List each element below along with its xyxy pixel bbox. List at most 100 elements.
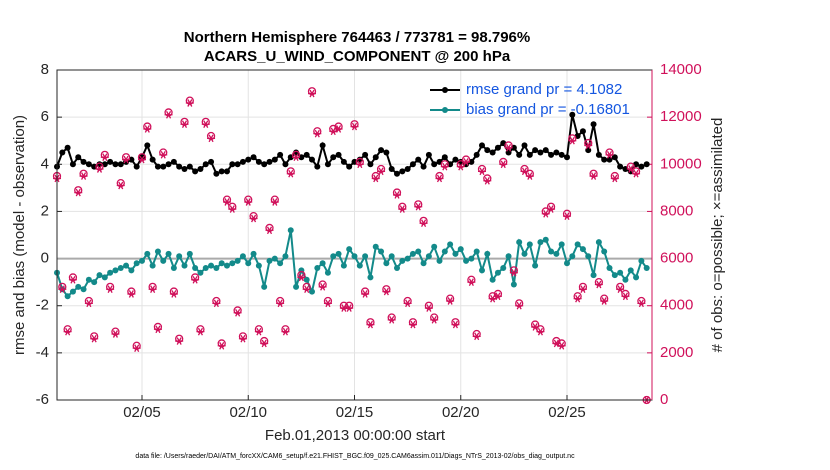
assimilated-obs-point (313, 129, 322, 138)
series-point (383, 149, 390, 156)
series-point (521, 142, 528, 149)
series-point (558, 241, 565, 248)
assimilated-obs-point (201, 120, 210, 129)
assimilated-obs-point (531, 323, 540, 331)
assimilated-obs-point (74, 188, 83, 197)
series-point (537, 149, 544, 156)
legend-marker (442, 87, 448, 93)
series-point (457, 246, 464, 253)
series-point (516, 239, 523, 246)
series-point (309, 156, 315, 163)
assimilated-obs-point (605, 151, 614, 159)
series-point (569, 253, 576, 260)
series-point (388, 253, 395, 260)
assimilated-obs-point (281, 327, 290, 336)
series-point (255, 158, 262, 165)
series-point (526, 151, 533, 158)
series-point (261, 161, 268, 168)
series-point (330, 154, 337, 161)
series-point (144, 142, 151, 149)
y-tick-label: 2 (41, 202, 49, 219)
series-point (224, 262, 230, 269)
series-point (595, 151, 602, 158)
series-point (399, 168, 406, 175)
series-point (638, 257, 645, 264)
assimilated-obs-point (345, 304, 354, 312)
assimilated-obs-point (116, 181, 125, 190)
assimilated-obs-point (111, 330, 120, 338)
series-point (309, 288, 315, 295)
series-point (255, 262, 262, 269)
series-point (473, 248, 480, 255)
x-tick-label: 02/25 (548, 404, 586, 421)
series-point (362, 253, 369, 260)
assimilated-obs-point (504, 143, 513, 152)
series-point (314, 163, 321, 170)
assimilated-obs-point (238, 334, 247, 343)
series-point (234, 257, 241, 264)
assimilated-obs-point (393, 191, 401, 199)
series-point (378, 147, 385, 154)
series-point (160, 163, 167, 170)
assimilated-obs-point (127, 290, 136, 298)
series-point (277, 260, 284, 267)
series-point (154, 163, 161, 170)
series-point (510, 281, 517, 288)
assimilated-obs-point (578, 285, 587, 294)
y-axis-label: rmse and bias (model - observation) (11, 115, 28, 355)
series-point (128, 267, 135, 274)
assimilated-obs-point (377, 167, 386, 176)
assimilated-obs-point (493, 292, 502, 301)
series-point (250, 154, 257, 161)
assimilated-obs-point (478, 167, 486, 176)
assimilated-obs-point (244, 198, 253, 206)
series-point (617, 163, 624, 170)
series-point (139, 257, 145, 264)
series-point (441, 248, 448, 255)
series-point (553, 149, 560, 156)
series-point (346, 246, 353, 253)
series-point (59, 149, 66, 156)
chart-title: Northern Hemisphere 764463 / 773781 = 98… (184, 29, 530, 46)
assimilated-obs-point (557, 341, 566, 350)
series-point (452, 156, 459, 163)
assimilated-obs-point (292, 153, 301, 162)
series-point (494, 269, 501, 276)
assimilated-obs-point (233, 308, 242, 317)
series-point (558, 151, 565, 158)
assimilated-obs-point (520, 167, 529, 176)
assimilated-obs-point (515, 301, 524, 310)
assimilated-obs-point (276, 299, 285, 308)
series-point (202, 161, 209, 168)
series-point (627, 267, 634, 274)
assimilated-obs-point (371, 174, 380, 183)
series-point (133, 163, 140, 170)
assimilated-obs-point (223, 198, 231, 206)
series-point (293, 283, 300, 290)
series-point (69, 288, 76, 295)
y2-axis-label: # of obs: o=possible; ×=assimilated (709, 118, 726, 353)
y2-tick-label: 2000 (660, 344, 693, 361)
series-point (542, 236, 549, 243)
assimilated-obs-point (100, 153, 109, 162)
series-point (409, 250, 416, 257)
legend-marker (442, 107, 448, 113)
assimilated-obs-point (584, 141, 593, 150)
series-point (266, 257, 273, 264)
x-tick-label: 02/10 (229, 404, 267, 421)
assimilated-obs-point (318, 283, 327, 291)
y2-tick-label: 6000 (660, 250, 693, 267)
series-point (340, 262, 347, 269)
assimilated-obs-point (472, 332, 481, 341)
y2-tick-label: 10000 (660, 155, 702, 172)
series-point (208, 158, 215, 165)
assimilated-obs-point (191, 275, 200, 284)
series-point (420, 163, 427, 170)
assimilated-obs-point (430, 316, 439, 324)
series-point (553, 250, 560, 257)
series-point (425, 151, 432, 158)
assimilated-obs-point (286, 169, 295, 178)
y-tick-label: -6 (36, 391, 49, 408)
series-point (139, 154, 145, 161)
